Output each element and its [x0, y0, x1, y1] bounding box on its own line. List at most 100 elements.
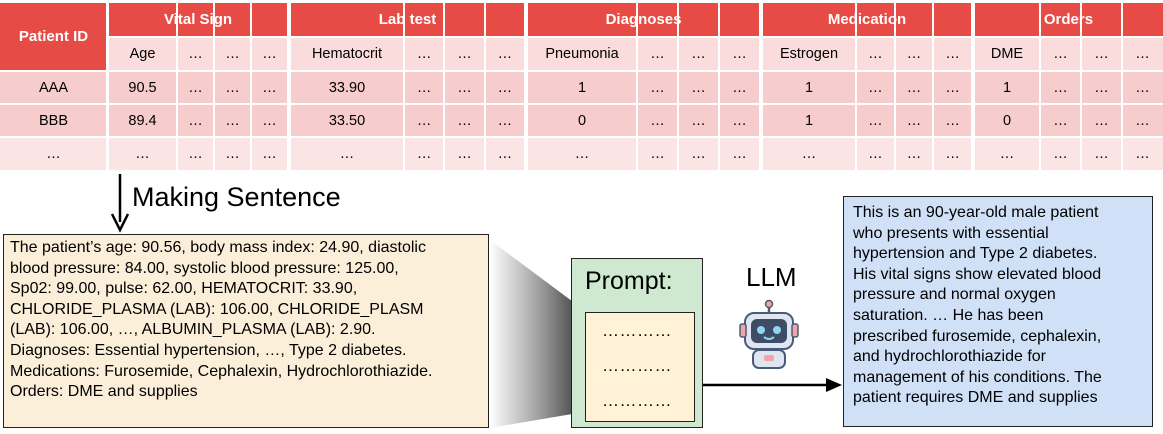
table-cell: 0: [974, 105, 1040, 136]
table-cell: …: [108, 138, 177, 170]
sentence-line: (LAB): 106.00, …, ALBUMIN_PLASMA (LAB): …: [10, 321, 376, 339]
making-sentence-caption: Making Sentence: [132, 182, 341, 212]
column-subheader: …: [856, 38, 895, 70]
patient-sentence-box: The patient’s age: 90.56, body mass inde…: [3, 234, 489, 428]
output-line: His vital signs show elevated blood: [853, 265, 1102, 283]
column-subheader: Age: [108, 38, 177, 70]
table-cell: …: [444, 72, 485, 103]
table-cell: …: [856, 72, 895, 103]
right-arrow-head: [826, 378, 842, 392]
column-subheader: …: [1122, 38, 1163, 70]
table-cell: …: [894, 105, 934, 136]
table-cell: …: [1122, 105, 1163, 136]
column-subheader: …: [894, 38, 934, 70]
table-cell: 89.4: [108, 105, 177, 136]
column-subheader: …: [214, 38, 251, 70]
table-cell: …: [404, 72, 445, 103]
column-subheader: …: [404, 38, 445, 70]
grid-line: [1080, 3, 1082, 170]
table-cell: …: [719, 72, 760, 103]
prompt-dots-line: …………: [602, 391, 672, 410]
grid-line: [973, 3, 975, 170]
sentence-line: Medications: Furosemide, Cephalexin, Hyd…: [10, 362, 433, 380]
group-header: Medication: [762, 3, 972, 36]
table-cell: 0: [527, 105, 637, 136]
table-cell: …: [637, 72, 678, 103]
table-cell: …: [251, 138, 288, 170]
group-header: Lab test: [290, 3, 525, 36]
grid-line: [893, 3, 896, 170]
table-cell: …: [214, 105, 251, 136]
table-cell: …: [404, 105, 445, 136]
table-cell: …: [177, 72, 214, 103]
table-cell: …: [1081, 72, 1122, 103]
table-cell: …: [484, 105, 525, 136]
table-cell: …: [177, 138, 214, 170]
table-cell: …: [1081, 105, 1122, 136]
group-header: Vital Sign: [108, 3, 288, 36]
column-subheader: …: [719, 38, 760, 70]
table-cell: …: [974, 138, 1040, 170]
patient-id-header: Patient ID: [0, 3, 107, 70]
prompt-title: Prompt:: [585, 267, 673, 295]
grid-line: [483, 3, 486, 170]
patient-id-cell: …: [0, 138, 107, 170]
prompt-dots-line: …………: [602, 321, 672, 340]
grid-line: [526, 3, 528, 170]
group-header: Orders: [974, 3, 1163, 36]
table-cell: …: [719, 138, 760, 170]
grid-line: [403, 3, 405, 170]
output-line: pressure and normal oxygen: [853, 286, 1056, 304]
output-line: hypertension and Type 2 diabetes.: [853, 245, 1098, 263]
column-subheader: …: [637, 38, 678, 70]
grid-line: [759, 3, 761, 170]
group-header: Diagnoses: [527, 3, 760, 36]
table-cell: …: [484, 72, 525, 103]
table-cell: 1: [762, 105, 856, 136]
table-cell: …: [1122, 138, 1163, 170]
table-cell: …: [444, 105, 485, 136]
table-cell: …: [856, 138, 895, 170]
grid-line: [932, 3, 935, 170]
table-cell: …: [933, 105, 972, 136]
grid-line: [855, 3, 857, 170]
grid-line: [677, 3, 679, 170]
table-cell: …: [637, 105, 678, 136]
sentence-line: Diagnoses: Essential hypertension, …, Ty…: [10, 341, 407, 359]
table-cell: …: [214, 72, 251, 103]
grid-line: [287, 3, 289, 170]
patient-id-cell: AAA: [0, 72, 107, 103]
grid-line: [107, 3, 109, 170]
llm-output-box: This is an 90-year-old male patient who p…: [843, 196, 1153, 427]
table-cell: …: [1040, 72, 1081, 103]
table-cell: …: [678, 72, 719, 103]
prompt-box: Prompt: ………… ………… …………: [571, 258, 703, 428]
table-cell: 1: [527, 72, 637, 103]
robot-icon: [739, 299, 799, 369]
table-cell: …: [762, 138, 856, 170]
prompt-dots-line: …………: [602, 356, 672, 375]
grid-line: [524, 3, 526, 170]
llm-label: LLM: [746, 262, 797, 292]
table-cell: …: [290, 138, 404, 170]
prompt-inner-box: ………… ………… …………: [585, 312, 695, 422]
column-subheader: …: [1040, 38, 1081, 70]
grid-line: [213, 3, 215, 170]
grid-line: [1121, 3, 1123, 170]
column-subheader: Pneumonia: [527, 38, 637, 70]
table-cell: …: [527, 138, 637, 170]
table-cell: …: [251, 105, 288, 136]
sentence-line: Sp02: 99.00, pulse: 62.00, HEMATOCRIT: 3…: [10, 280, 358, 298]
table-cell: …: [933, 138, 972, 170]
grid-line: [718, 3, 720, 170]
output-line: prescribed furosemide, cephalexin,: [853, 327, 1102, 345]
table-cell: …: [856, 105, 895, 136]
table-cell: 1: [974, 72, 1040, 103]
output-line: saturation. … He has been: [853, 306, 1044, 324]
column-subheader: DME: [974, 38, 1040, 70]
column-subheader: …: [177, 38, 214, 70]
output-line: patient requires DME and supplies: [853, 389, 1098, 407]
column-subheader: …: [933, 38, 972, 70]
table-cell: …: [1081, 138, 1122, 170]
sentence-line: CHLORIDE_PLASMA (LAB): 106.00, CHLORIDE_…: [10, 300, 424, 318]
